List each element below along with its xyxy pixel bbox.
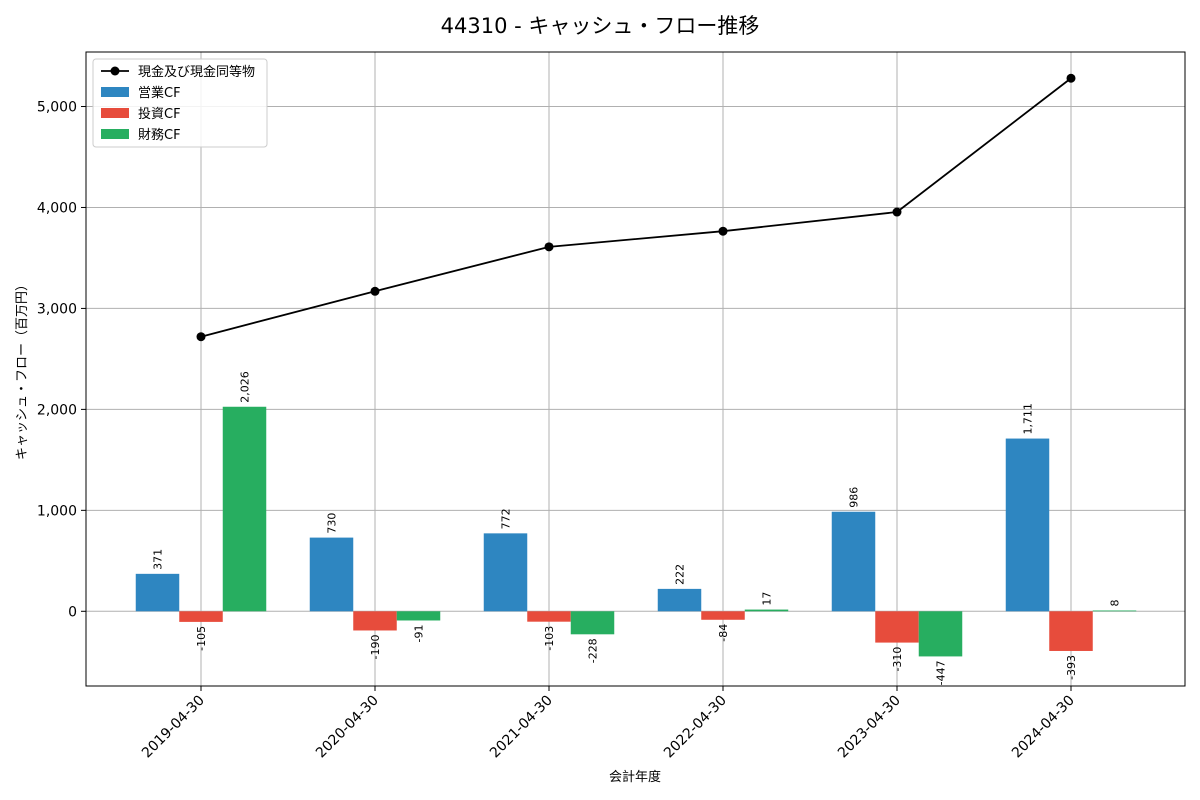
axes: 0 1,000 2,000 3,000 4,000 5,000 2019-04-30 2020… [37, 100, 1078, 762]
bar [1049, 611, 1093, 651]
bar [135, 573, 180, 612]
bar [353, 611, 397, 631]
plot-frame [85, 51, 1186, 687]
cash-line-point [196, 332, 206, 342]
data-label: -84 [717, 624, 730, 642]
x-tick-label: 2020-04-30 [313, 693, 382, 762]
legend-label: 営業CF [138, 85, 181, 101]
data-label: 2,026 [239, 371, 252, 403]
x-tick-label: 2019-04-30 [139, 693, 208, 762]
bar [831, 511, 876, 612]
cash-line-path [200, 77, 1072, 338]
x-tick-label: 2023-04-30 [835, 693, 904, 762]
data-label: 371 [152, 549, 165, 570]
data-label: -228 [587, 638, 600, 663]
y-tick-label: 5,000 [37, 100, 77, 116]
y-tick-label: 0 [68, 604, 77, 620]
legend-label: 投資CF [138, 106, 181, 122]
data-label: -393 [1065, 655, 1078, 680]
data-label: 17 [761, 592, 774, 606]
bar [657, 588, 702, 612]
bar [918, 611, 963, 657]
bar [483, 533, 528, 612]
chart-title: 44310 - キャッシュ・フロー推移 [441, 14, 760, 38]
legend-swatch [101, 129, 129, 139]
bar [875, 611, 919, 643]
data-label: -447 [935, 660, 948, 685]
cash-line-point [1066, 73, 1076, 83]
data-label: -105 [195, 626, 208, 651]
legend-box [92, 58, 268, 148]
legend-label: 現金及び現金同等物 [138, 64, 255, 80]
data-label: 222 [674, 564, 687, 585]
x-tick-label: 2021-04-30 [487, 693, 556, 762]
bar [744, 609, 789, 612]
data-labels: 371 730 772 222 986 1,711 -105 -190 -103 -84 -310 -… [152, 371, 1122, 685]
data-label: -190 [369, 634, 382, 659]
legend-swatch [101, 108, 129, 118]
bar [570, 611, 615, 635]
bar [701, 611, 745, 620]
x-tick-label: 2024-04-30 [1009, 693, 1078, 762]
bars [135, 406, 1137, 657]
data-label: 986 [848, 487, 861, 508]
x-tick-label: 2022-04-30 [661, 693, 730, 762]
y-axis-label: キャッシュ・フロー（百万円） [15, 278, 30, 460]
grid-lines [86, 52, 1185, 686]
data-label: 1,711 [1022, 403, 1035, 435]
legend-marker [110, 66, 120, 76]
bar [222, 406, 267, 612]
y-tick-label: 4,000 [37, 200, 77, 216]
y-tick-label: 1,000 [37, 503, 77, 519]
bar [1092, 610, 1137, 612]
x-axis-label: 会計年度 [609, 769, 661, 785]
cash-line-point [718, 226, 728, 236]
data-label: 8 [1109, 599, 1122, 606]
y-tick-label: 2,000 [37, 402, 77, 418]
data-label: -310 [891, 647, 904, 672]
y-tick-label: 3,000 [37, 301, 77, 317]
cash-line-point [370, 286, 380, 296]
data-label: 730 [326, 513, 339, 534]
bar [1005, 438, 1050, 612]
bar [309, 537, 354, 612]
bar [396, 611, 441, 621]
bar [527, 611, 571, 622]
data-label: 772 [500, 508, 513, 529]
data-label: -91 [413, 624, 426, 642]
cash-line-point [544, 242, 554, 252]
cash-line [196, 73, 1076, 342]
cash-line-point [892, 207, 902, 217]
legend-label: 財務CF [138, 128, 181, 143]
bar [179, 611, 223, 622]
data-label: -103 [543, 626, 556, 651]
legend-swatch [101, 87, 129, 97]
